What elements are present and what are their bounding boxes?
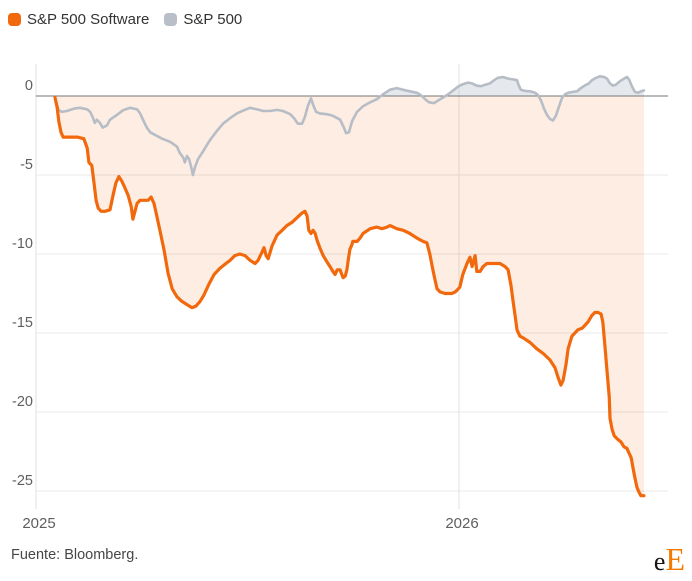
y-tick-label: -25: [12, 473, 33, 489]
y-tick-label: -15: [12, 315, 33, 331]
sp500-line: [53, 75, 646, 177]
y-tick-label: -20: [12, 394, 33, 410]
brand-logo-letter-E: E: [665, 541, 685, 577]
plot-area: 0 -5 -10 -15 -20 -25 2025 2026: [12, 64, 668, 532]
x-tick-label: 2025: [22, 515, 55, 532]
legend-label-sp500: S&P 500: [183, 11, 243, 28]
legend-item-sp500-software: S&P 500 Software: [8, 12, 149, 27]
brand-logo-letter-e: e: [653, 547, 666, 576]
legend-swatch-sp500: [164, 13, 178, 26]
y-tick-label: -5: [20, 157, 33, 173]
source-note: Fuente: Bloomberg.: [11, 547, 139, 563]
software-area-fill: [55, 96, 644, 496]
y-tick-label: -10: [12, 236, 33, 252]
brand-logo: eE: [654, 543, 685, 575]
sp500-software-line: [53, 96, 646, 498]
x-tick-label: 2026: [445, 515, 478, 532]
y-tick-label: 0: [25, 78, 33, 94]
legend-label-sp500-software: S&P 500 Software: [27, 11, 150, 28]
index-area-fill: [55, 76, 644, 96]
footer: Fuente: Bloomberg. eE: [0, 541, 692, 581]
legend-swatch-sp500-software: [8, 13, 21, 26]
legend-item-sp500: S&P 500: [164, 12, 242, 27]
legend: S&P 500 Software S&P 500: [8, 12, 242, 27]
